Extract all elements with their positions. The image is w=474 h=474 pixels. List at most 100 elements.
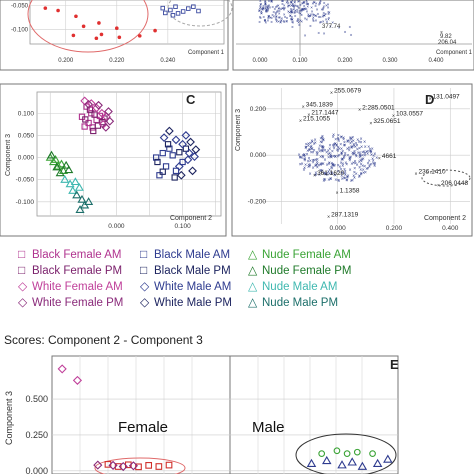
panel-d-point: × — [369, 149, 372, 155]
panel-d-point: × — [361, 153, 364, 159]
panel-d-point: × — [341, 164, 344, 170]
panel-d-point: × — [342, 156, 345, 162]
panel-d-point: × — [351, 151, 354, 157]
panel-a-point — [117, 35, 122, 40]
panel-b-point: × — [303, 0, 306, 5]
panel-b-point: × — [260, 9, 263, 14]
square-marker-icon: □ — [140, 263, 148, 277]
panel-b-point: × — [302, 6, 305, 11]
panel-d-annotation: 325.0651 — [373, 118, 400, 125]
legend-item: □ Black Female PM — [18, 263, 122, 278]
panel-d-point: × — [328, 167, 331, 173]
panel-d-point: × — [343, 171, 346, 177]
panel-d-point: × — [350, 161, 353, 167]
panel-d-point: × — [351, 178, 354, 184]
legend-label: Nude Male PM — [262, 297, 339, 309]
panel-d-point: × — [337, 137, 340, 143]
panel-c-point — [97, 108, 107, 118]
panel-d-point: × — [310, 150, 313, 156]
panel-d-point: × — [299, 118, 302, 124]
panel-d-point: × — [324, 172, 327, 178]
panel-d-point: × — [348, 156, 351, 162]
panel-a-point — [56, 8, 60, 13]
panel-b-point: × — [310, 5, 313, 10]
panel-d-point: × — [344, 151, 347, 157]
panel-d-point: × — [313, 142, 316, 148]
panel-b-point: × — [278, 11, 281, 16]
panel-e-point — [145, 462, 153, 469]
panel-b-point: × — [259, 3, 262, 8]
panel-d-point: × — [340, 134, 343, 140]
panel-d-point: × — [333, 173, 336, 179]
panel-b-point: × — [322, 19, 325, 24]
panel-d-point: × — [362, 157, 365, 163]
panel-b-point: × — [265, 9, 268, 14]
panel-b-point: × — [283, 7, 286, 12]
panel-d-point: × — [362, 170, 365, 176]
panel-b-point: × — [267, 14, 270, 19]
panel-d-point: × — [338, 147, 341, 153]
panel-d-point: × — [303, 157, 306, 163]
panel-d-point: × — [321, 146, 324, 152]
panel-d-point: × — [330, 177, 333, 183]
panel-b-point: × — [312, 15, 315, 20]
panel-b-point: × — [290, 9, 293, 14]
panel-d-point: × — [332, 134, 335, 140]
panel-c-y-tick-label: -0.050 — [16, 177, 35, 184]
panel-d-point: × — [346, 146, 349, 152]
panel-b-point: × — [278, 9, 281, 14]
legend-label: White Female AM — [32, 281, 123, 293]
panel-a-point — [114, 26, 119, 31]
panel-d-point: × — [301, 153, 304, 159]
diamond-marker-icon: ◇ — [18, 295, 28, 309]
panel-e-y-tick-label: 0.250 — [25, 430, 48, 440]
panel-c-point — [178, 139, 187, 149]
panel-a-point — [81, 24, 86, 29]
panel-e-point — [372, 458, 383, 467]
panel-d-point: × — [330, 161, 333, 167]
panel-c-point — [154, 158, 161, 166]
panel-d-point: × — [309, 162, 312, 168]
panel-b-point: × — [307, 14, 310, 19]
panel-b-point: × — [291, 19, 294, 24]
panel-d-point: × — [321, 144, 324, 150]
panel-b-point: × — [312, 18, 315, 23]
panel-d-point: × — [332, 162, 335, 168]
panel-b-point: × — [319, 0, 322, 5]
panel-d-point: × — [333, 163, 336, 169]
legend-label: White Male AM — [154, 281, 232, 293]
panel-d-point: × — [343, 167, 346, 173]
panel-d-point: × — [325, 150, 328, 156]
panel-b-point: × — [281, 2, 284, 7]
panel-c-point — [164, 141, 172, 148]
panel-d-point: × — [334, 154, 337, 160]
panel-d-point: × — [340, 160, 343, 166]
panel-d-point: × — [355, 154, 358, 160]
legend-item: △ Nude Female PM — [248, 263, 351, 278]
panel-b-point: × — [302, 7, 305, 12]
panel-d-point: × — [337, 138, 340, 144]
panel-d-point: × — [363, 164, 366, 170]
panel-b-point: × — [274, 10, 277, 15]
panel-d-point: × — [356, 162, 359, 168]
panel-d-point: × — [316, 161, 319, 167]
panel-c-point — [56, 159, 67, 168]
panel-b-point: × — [297, 18, 300, 23]
panel-e-group-label-female: Female — [118, 419, 168, 436]
panel-b-point: × — [286, 15, 289, 20]
panel-d-point: × — [319, 154, 322, 160]
panel-d-point: × — [307, 141, 310, 147]
panel-a-point — [196, 8, 201, 14]
panel-d-point: × — [328, 147, 331, 153]
panel-a-point — [175, 11, 181, 16]
panel-e-point — [357, 461, 368, 470]
panel-d-point: × — [314, 141, 317, 147]
panel-d-point: × — [341, 162, 344, 168]
panel-b-point: × — [285, 18, 288, 23]
panel-d-point: × — [334, 141, 337, 147]
panel-c-point — [176, 149, 183, 156]
panel-d-point: × — [366, 152, 369, 158]
panel-d-point: × — [321, 154, 324, 160]
panel-b-point: × — [317, 31, 320, 36]
panel-b-point: × — [315, 18, 318, 23]
